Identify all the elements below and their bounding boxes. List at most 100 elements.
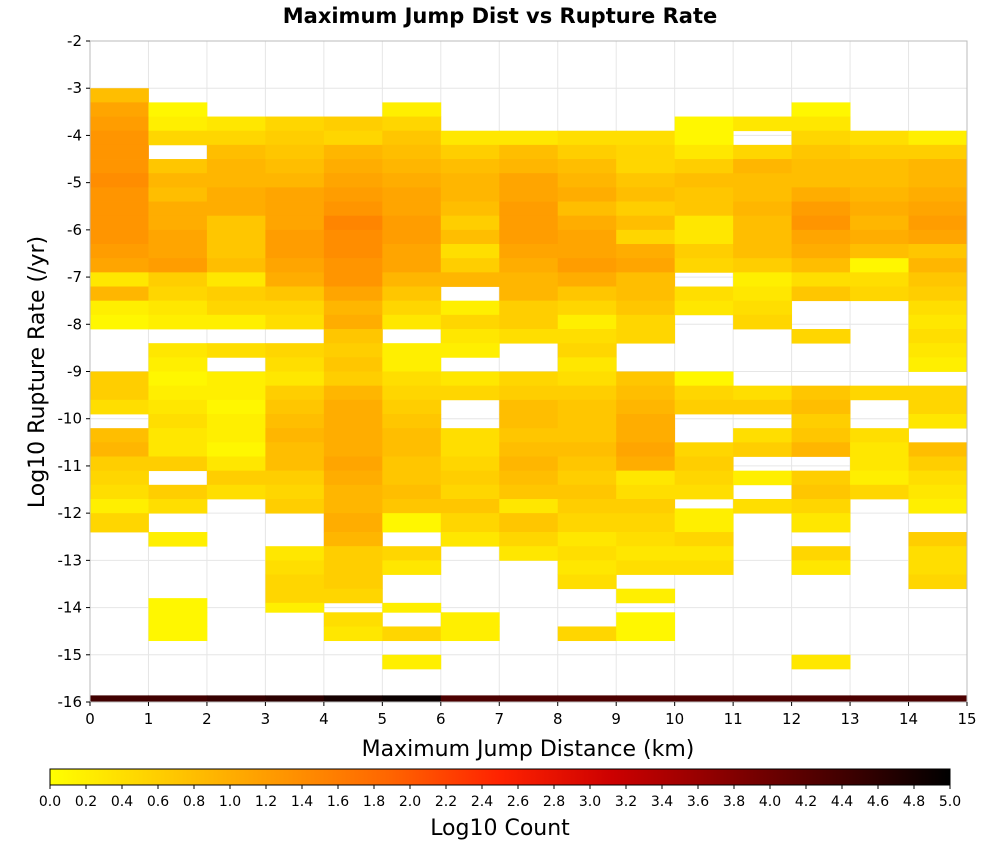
heatmap-cell	[499, 532, 559, 547]
heatmap-cell	[908, 173, 968, 188]
heatmap-cell	[791, 654, 851, 670]
heatmap-cell	[206, 484, 266, 500]
heatmap-cell	[733, 399, 792, 415]
colorbar-tick-label: 4.2	[795, 794, 817, 810]
heatmap-cell	[791, 286, 851, 302]
heatmap-cell	[674, 116, 734, 132]
heatmap-cell	[323, 343, 383, 358]
heatmap-cell	[557, 314, 617, 330]
heatmap-cell	[323, 371, 383, 387]
heatmap-cell	[440, 329, 500, 344]
heatmap-cell	[616, 244, 676, 259]
heatmap-cell	[733, 286, 792, 302]
colorbar-tick-label: 4.4	[831, 794, 853, 810]
heatmap-cell	[206, 116, 266, 132]
heatmap-cell	[323, 116, 383, 132]
heatmap-cell	[499, 159, 559, 174]
heatmap-cell	[382, 130, 442, 146]
heatmap-cell	[616, 272, 676, 287]
heatmap-cell	[323, 173, 383, 188]
heatmap-cell	[382, 229, 442, 245]
heatmap-cell	[382, 173, 442, 188]
heatmap-cell	[674, 244, 734, 259]
heatmap-cell	[557, 546, 617, 561]
heatmap-cell	[557, 385, 617, 401]
heatmap-cell	[616, 258, 676, 273]
heatmap-cell	[616, 626, 676, 642]
y-tick-label: -5	[67, 174, 82, 192]
heatmap-cell	[674, 484, 734, 500]
colorbar-ticks: 0.0 0.2 0.4 0.6 0.8 1.0 1.2 1.4 1.6 1.8 2.0 2.2 2.4 2…	[39, 785, 961, 810]
heatmap-cell	[499, 258, 559, 273]
x-tick-label: 13	[841, 710, 860, 728]
heatmap-cell	[791, 329, 851, 344]
heatmap-cell	[265, 173, 325, 188]
x-tick-label: 6	[436, 710, 446, 728]
heatmap-cell	[616, 286, 676, 302]
heatmap-cell	[733, 314, 792, 330]
colorbar-tick-label: 2.2	[435, 794, 457, 810]
heatmap-cell	[616, 498, 676, 514]
heatmap-cell	[148, 343, 208, 358]
heatmap-cell	[323, 532, 383, 547]
heatmap-cell	[265, 116, 325, 132]
heatmap-cell	[265, 300, 325, 316]
heatmap-cell	[206, 371, 266, 387]
heatmap-cell	[791, 229, 851, 245]
y-axis-ticks: -2 -3 -4 -5 -6 -7 -8 -9 -10 -11 -12 -13 -14 -15 -16	[58, 32, 90, 711]
heatmap-cell	[148, 626, 208, 642]
heatmap-cell	[557, 272, 617, 287]
heatmap-cell	[323, 513, 383, 533]
heatmap-cell	[440, 442, 500, 457]
heatmap-cell	[850, 130, 909, 146]
heatmap-cell	[265, 144, 325, 160]
colorbar-tick-label: 4.8	[903, 794, 925, 810]
heatmap-cell	[265, 371, 325, 387]
colorbar-label: Log10 Count	[430, 816, 570, 841]
heatmap-cell	[323, 428, 383, 443]
heatmap-cell	[323, 626, 383, 642]
heatmap-cell	[674, 385, 734, 401]
heatmap-cell	[148, 385, 208, 401]
heatmap-cell	[616, 201, 676, 217]
heatmap-cell	[616, 144, 676, 160]
heatmap-cell	[265, 588, 325, 604]
heatmap-cell	[557, 532, 617, 547]
heatmap-cell	[733, 229, 792, 245]
x-tick-label: 5	[378, 710, 388, 728]
heatmap-cell	[674, 560, 734, 575]
heatmap-cell	[206, 343, 266, 358]
heatmap-cell	[674, 546, 734, 561]
y-tick-label: -13	[58, 551, 83, 569]
colorbar-tick-label: 0.4	[111, 794, 133, 810]
heatmap-cell	[148, 116, 208, 132]
heatmap-cell	[499, 173, 559, 188]
colorbar-tick-label: 2.8	[543, 794, 565, 810]
y-tick-label: -8	[67, 315, 82, 333]
heatmap-cell	[382, 654, 442, 670]
heatmap-cell	[90, 215, 149, 231]
heatmap-cell	[499, 314, 559, 330]
heatmap-cell	[616, 371, 676, 387]
heatmap-cell	[206, 215, 266, 231]
heatmap-cell	[148, 371, 208, 387]
heatmap-cell	[616, 612, 676, 627]
heatmap-cell	[265, 428, 325, 443]
heatmap-cell	[323, 399, 383, 415]
heatmap-cell	[791, 130, 851, 146]
heatmap-cell	[557, 187, 617, 202]
heatmap-cell	[323, 329, 383, 344]
heatmap-cell	[323, 498, 383, 514]
heatmap-cell	[733, 116, 792, 132]
heatmap-cell	[323, 456, 383, 472]
heatmap-cell	[616, 560, 676, 575]
heatmap-cell	[791, 442, 851, 457]
heatmap-cell	[382, 442, 442, 457]
heatmap-cell	[440, 314, 500, 330]
heatmap-cell	[90, 272, 149, 287]
heatmap-cell	[382, 314, 442, 330]
heatmap-cell	[323, 300, 383, 316]
y-axis-label: Log10 Rupture Rate (/yr)	[25, 236, 50, 508]
heatmap-cell	[206, 456, 266, 472]
heatmap-cell	[206, 399, 266, 415]
